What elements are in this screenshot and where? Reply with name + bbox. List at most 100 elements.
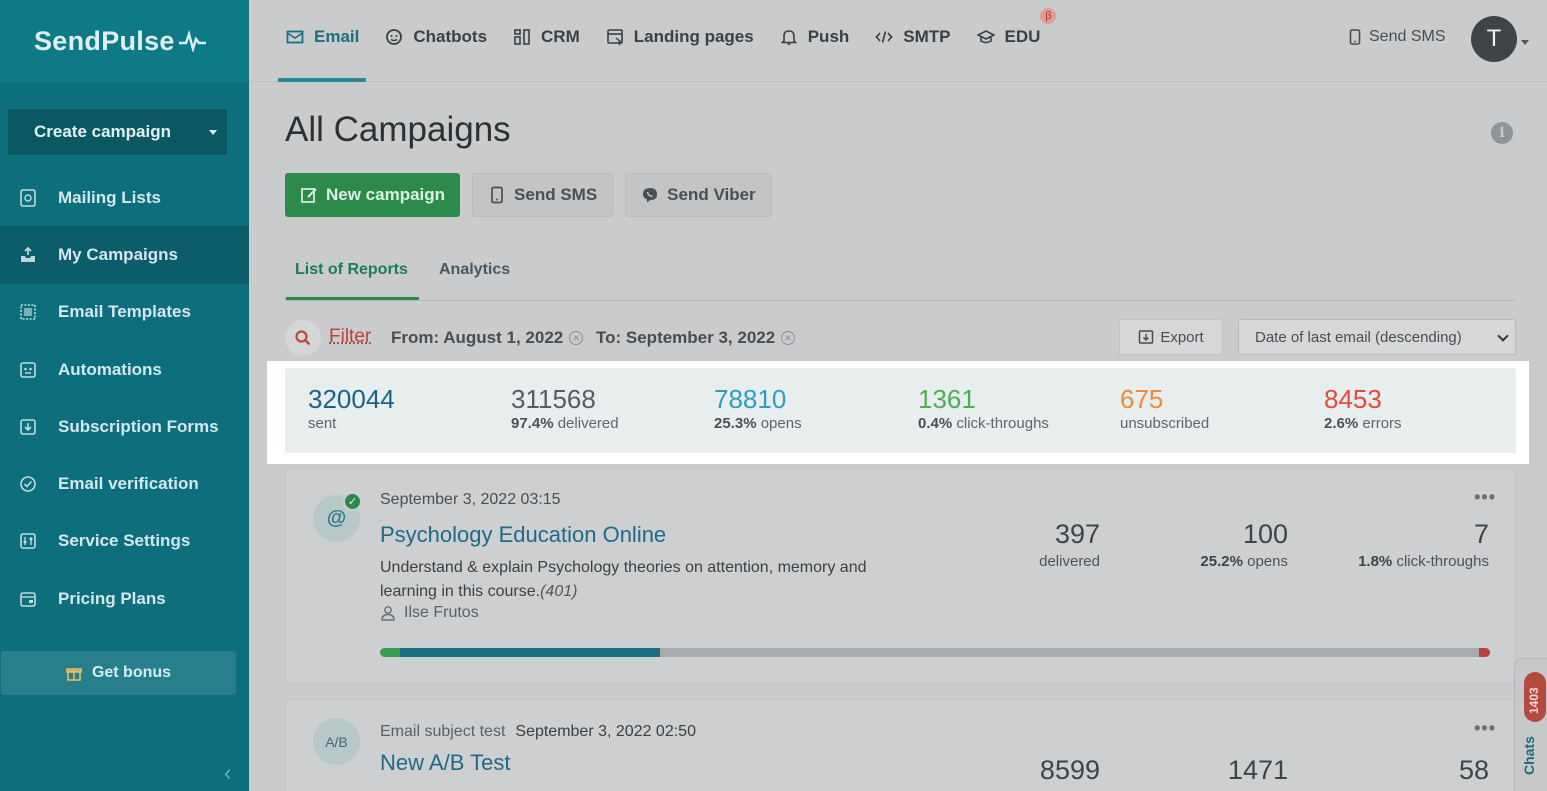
templates-icon xyxy=(18,302,38,322)
clear-from-icon[interactable]: ✕ xyxy=(569,331,584,345)
campaign-subject-row: Email subject test September 3, 2022 02:… xyxy=(380,723,696,741)
get-bonus-button[interactable]: Get bonus xyxy=(1,651,236,695)
sidebar-item-pricing-plans[interactable]: Pricing Plans xyxy=(0,570,249,627)
new-campaign-button[interactable]: New campaign xyxy=(285,173,461,217)
phone-icon xyxy=(491,186,503,204)
sidebar-item-email-templates[interactable]: Email Templates xyxy=(0,284,249,341)
filter-chip-to: To: September 3, 2022 ✕ xyxy=(596,328,796,348)
brand-name: SendPulse xyxy=(34,25,175,56)
stat-label: 25.3% opens xyxy=(714,415,802,432)
stat-label-text: errors xyxy=(1362,415,1402,432)
tab-analytics[interactable]: Analytics xyxy=(439,261,511,278)
export-label: Export xyxy=(1160,328,1204,346)
campaign-title-link[interactable]: New A/B Test xyxy=(380,750,511,775)
sidebar-item-subscription-forms[interactable]: Subscription Forms xyxy=(0,398,249,455)
metric-value: 7 xyxy=(1473,519,1489,549)
graduation-cap-icon xyxy=(976,30,995,44)
filter-link[interactable]: Filter xyxy=(329,326,372,347)
stat-sent: 320044 sent xyxy=(308,384,395,432)
sidebar-item-service-settings[interactable]: Service Settings xyxy=(0,513,249,570)
more-options-icon[interactable]: ••• xyxy=(1474,487,1496,507)
sidebar-item-email-verification[interactable]: Email verification xyxy=(0,455,249,512)
topnav-push[interactable]: Push xyxy=(780,26,849,48)
stat-label: 97.4% delivered xyxy=(511,415,619,432)
sort-select[interactable]: Date of last email (descending) xyxy=(1238,319,1516,355)
stat-opens: 78810 25.3% opens xyxy=(714,384,802,432)
topnav-chatbots[interactable]: Chatbots xyxy=(385,26,487,48)
filter-to-text: To: September 3, 2022 xyxy=(596,328,776,347)
landing-icon xyxy=(606,29,623,46)
report-tabs: List of Reports Analytics xyxy=(285,250,1516,301)
stat-click-throughs: 1361 0.4% click-throughs xyxy=(918,384,1049,432)
topnav-crm[interactable]: CRM xyxy=(513,26,580,48)
metric-delivered: 8599 xyxy=(1040,755,1100,785)
progress-segment-rest xyxy=(659,648,1479,657)
send-sms-link[interactable]: Send SMS xyxy=(1349,28,1445,46)
topnav-email[interactable]: Email xyxy=(286,26,359,48)
recipient-count: (401) xyxy=(540,583,578,600)
metric-label: delivered xyxy=(1039,553,1100,570)
send-viber-button[interactable]: Send Viber xyxy=(625,173,772,217)
campaigns-icon xyxy=(18,245,38,265)
clear-to-icon[interactable]: ✕ xyxy=(781,331,796,345)
progress-segment-clicks xyxy=(380,648,400,657)
more-options-icon[interactable]: ••• xyxy=(1474,718,1496,738)
metric-delivered: 397 delivered xyxy=(1039,519,1100,570)
send-sms-label: Send SMS xyxy=(1369,28,1446,45)
metric-click-throughs: 7 1.8% click-throughs xyxy=(1358,519,1489,570)
send-sms-label: Send SMS xyxy=(514,185,598,204)
sidebar-item-automations[interactable]: Automations xyxy=(0,341,249,398)
export-icon xyxy=(1139,330,1154,344)
stat-errors: 8453 2.6% errors xyxy=(1324,384,1402,432)
topnav-edu[interactable]: EDU β xyxy=(976,8,1057,48)
sidebar-item-mailing-lists[interactable]: Mailing Lists xyxy=(0,169,249,226)
stat-delivered: 311568 97.4% delivered xyxy=(511,384,619,432)
topnav-label: Email xyxy=(314,27,360,46)
export-button[interactable]: Export xyxy=(1119,319,1223,355)
product-nav: Email Chatbots CRM Landing pages Push SM… xyxy=(286,8,1066,48)
info-icon[interactable]: i xyxy=(1491,122,1513,144)
crm-icon xyxy=(514,29,530,45)
filter-row: Filter From: August 1, 2022 ✕ To: Septem… xyxy=(285,319,1516,356)
stat-percent: 97.4% xyxy=(511,415,554,432)
phone-icon xyxy=(1349,29,1361,45)
metric-label-text: opens xyxy=(1247,553,1288,570)
campaign-card[interactable]: @ ✓ September 3, 2022 03:15 Psychology E… xyxy=(285,468,1516,684)
stat-label: 0.4% click-throughs xyxy=(918,415,1049,432)
caret-down-icon[interactable] xyxy=(209,130,217,135)
stat-value: 78810 xyxy=(714,384,787,414)
metric-label: 1.8% click-throughs xyxy=(1358,553,1489,570)
stat-value: 675 xyxy=(1120,384,1164,414)
metric-value: 100 xyxy=(1242,519,1288,549)
search-icon[interactable] xyxy=(285,320,321,356)
metric-label-text: click-throughs xyxy=(1396,553,1489,570)
collapse-sidebar-icon[interactable]: ‹ xyxy=(224,760,232,785)
metric-value: 58 xyxy=(1458,755,1489,785)
tab-list-of-reports[interactable]: List of Reports xyxy=(295,261,408,278)
chats-count: 1403 xyxy=(1527,687,1541,714)
stat-label: 2.6% errors xyxy=(1324,415,1402,432)
metric-opens: 1471 xyxy=(1228,755,1288,785)
action-buttons: New campaign Send SMS Send Viber xyxy=(285,173,772,217)
campaign-card[interactable]: A/B Email subject test September 3, 2022… xyxy=(285,699,1516,791)
stat-value: 8453 xyxy=(1324,384,1382,414)
user-avatar[interactable]: T xyxy=(1471,16,1517,62)
progress-segment-opens xyxy=(399,648,660,657)
chats-tab[interactable]: 1403 Chats xyxy=(1514,658,1547,791)
automations-icon xyxy=(18,360,38,380)
stat-label-text: unsubscribed xyxy=(1120,415,1210,432)
caret-down-icon[interactable] xyxy=(1521,40,1529,45)
sidebar-item-my-campaigns[interactable]: My Campaigns xyxy=(0,226,249,284)
metric-label: 25.2% opens xyxy=(1200,553,1288,570)
topnav-smtp[interactable]: SMTP xyxy=(875,26,951,48)
topnav-landing-pages[interactable]: Landing pages xyxy=(606,26,754,48)
pricing-icon xyxy=(18,589,38,609)
stat-label: sent xyxy=(308,415,395,432)
create-campaign-button[interactable]: Create campaign xyxy=(8,109,227,155)
bell-icon xyxy=(780,30,798,45)
campaign-title-link[interactable]: Psychology Education Online xyxy=(380,522,667,547)
brand-logo[interactable]: SendPulse xyxy=(34,26,207,57)
summary-stats: 320044 sent 311568 97.4% delivered 78810… xyxy=(285,368,1516,453)
ab-test-icon: A/B xyxy=(313,718,360,765)
send-sms-button[interactable]: Send SMS xyxy=(472,173,614,217)
